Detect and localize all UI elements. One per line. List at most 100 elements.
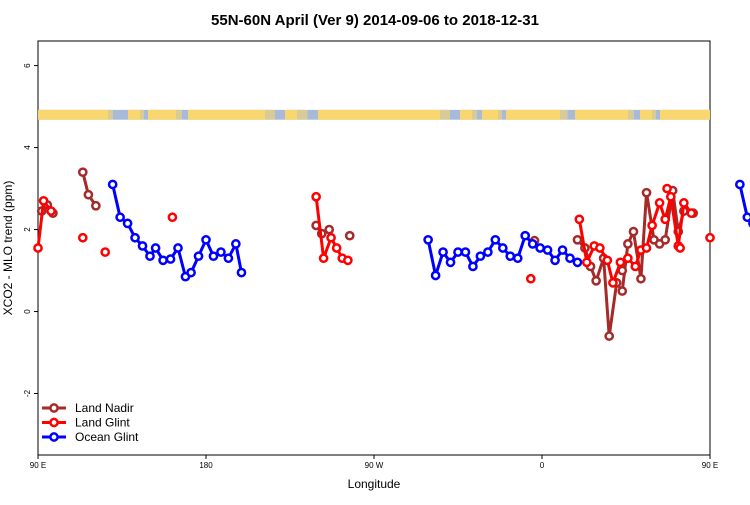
data-point xyxy=(615,257,626,268)
land-patch xyxy=(506,109,560,120)
data-point xyxy=(591,275,601,286)
legend-item: Land Nadir xyxy=(42,401,134,415)
data-point xyxy=(236,267,247,278)
data-point xyxy=(46,206,56,216)
y-tick-label: 2 xyxy=(23,227,32,232)
coast-patch xyxy=(472,109,477,120)
land-patch xyxy=(318,109,440,120)
y-tick-label: 4 xyxy=(23,145,32,150)
land-patch xyxy=(38,109,108,120)
data-point xyxy=(158,255,168,266)
data-point xyxy=(165,254,176,264)
data-point xyxy=(223,253,234,264)
data-point xyxy=(38,196,49,206)
data-point xyxy=(438,247,448,257)
data-point xyxy=(318,253,329,264)
chart-title: 55N-60N April (Ver 9) 2014-09-06 to 2018… xyxy=(211,12,539,29)
legend-label: Land Glint xyxy=(75,416,130,430)
data-point xyxy=(636,273,646,284)
data-point xyxy=(468,261,478,272)
data-point xyxy=(130,232,140,243)
legend-label: Land Nadir xyxy=(75,401,134,415)
data-point xyxy=(705,232,715,243)
data-point xyxy=(77,232,88,243)
data-point xyxy=(423,234,433,245)
data-point xyxy=(231,239,241,249)
data-point xyxy=(574,214,585,225)
data-point xyxy=(173,243,183,253)
data-point xyxy=(445,257,456,268)
data-point xyxy=(505,251,516,262)
data-point xyxy=(665,191,676,202)
data-point xyxy=(679,198,689,208)
series-layer xyxy=(33,167,750,341)
land-ocean-strip xyxy=(38,109,710,120)
coast-patch xyxy=(560,109,568,120)
data-point xyxy=(647,220,657,231)
data-point xyxy=(557,245,568,255)
land-patch xyxy=(148,109,176,120)
series-ocean-glint xyxy=(107,179,750,282)
y-axis: -2 0 2 4 6 xyxy=(23,63,38,397)
data-point xyxy=(77,167,88,178)
data-point xyxy=(201,234,211,245)
data-point xyxy=(150,243,161,253)
data-point xyxy=(623,253,633,264)
x-tick-label: 0 xyxy=(540,461,545,470)
data-point xyxy=(344,230,355,241)
data-point xyxy=(572,257,583,268)
coast-patch xyxy=(628,109,634,120)
data-point xyxy=(193,251,204,262)
x-tick-label: 180 xyxy=(199,461,213,470)
data-point xyxy=(83,189,94,200)
data-point xyxy=(107,179,118,190)
data-point xyxy=(660,234,671,245)
y-tick-label: 0 xyxy=(23,309,32,314)
land-patch xyxy=(640,109,652,120)
data-point xyxy=(660,214,671,225)
data-point xyxy=(550,255,560,266)
coast-patch xyxy=(140,109,144,120)
data-point xyxy=(565,253,575,264)
coast-patch xyxy=(652,109,656,120)
data-point xyxy=(623,239,633,249)
data-point xyxy=(497,243,508,253)
y-axis-label: XCO2 - MLO trend (ppm) xyxy=(1,181,15,316)
legend-item: Land Glint xyxy=(42,416,130,430)
data-point xyxy=(115,212,125,223)
data-point xyxy=(641,243,652,253)
data-point xyxy=(483,247,493,257)
land-patch xyxy=(460,109,472,120)
data-point xyxy=(675,243,685,253)
coast-patch xyxy=(176,109,182,120)
data-point xyxy=(490,234,501,245)
data-point xyxy=(662,183,672,194)
data-point xyxy=(742,212,750,223)
legend-swatch-point xyxy=(49,432,59,442)
legend-label: Ocean Glint xyxy=(75,430,139,444)
data-point xyxy=(326,232,336,243)
land-patch xyxy=(660,109,710,120)
data-point xyxy=(542,245,553,255)
coast-patch xyxy=(265,109,275,120)
data-point xyxy=(686,208,697,219)
data-point xyxy=(311,191,321,202)
data-point xyxy=(654,198,665,208)
data-point xyxy=(525,273,536,284)
x-tick-label: 90 E xyxy=(30,461,46,470)
data-point xyxy=(512,253,523,264)
data-point xyxy=(430,270,441,281)
data-point xyxy=(630,261,641,272)
data-point xyxy=(91,200,101,211)
series-line xyxy=(111,184,243,279)
data-point xyxy=(343,255,353,266)
coast-patch xyxy=(498,109,502,120)
data-point xyxy=(331,243,342,253)
coast-patch xyxy=(297,109,308,120)
data-point xyxy=(628,226,639,237)
data-point xyxy=(460,247,471,257)
data-point xyxy=(186,267,196,278)
